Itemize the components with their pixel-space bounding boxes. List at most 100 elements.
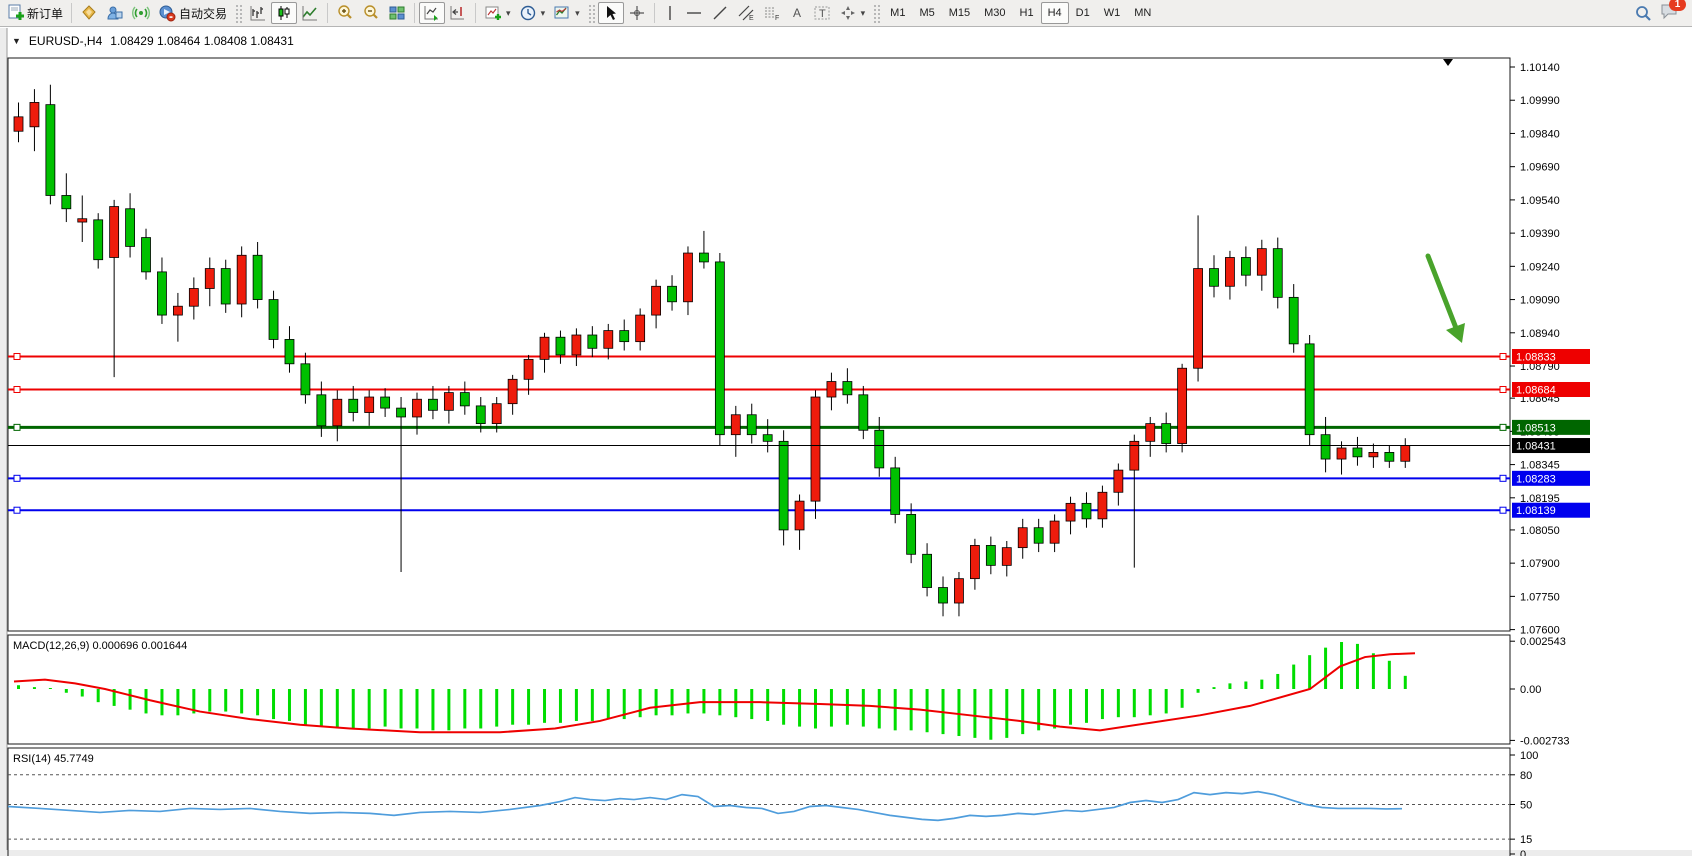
candles (13, 84, 1411, 617)
timeframe-button-d1[interactable]: D1 (1075, 7, 1090, 19)
candlestick-chart-button[interactable] (271, 2, 298, 24)
svg-text:80: 80 (1520, 770, 1532, 782)
periods-caret-icon[interactable]: ▾ (540, 7, 546, 18)
autotrading-label: 自动交易 (179, 6, 228, 21)
label-tool-button[interactable]: T (809, 2, 835, 24)
svg-text:50: 50 (1520, 800, 1532, 812)
notifications-button[interactable]: 1 (1660, 0, 1686, 25)
auto-scroll-icon (424, 6, 439, 21)
autotrading-button[interactable]: 自动交易 (154, 2, 231, 24)
tile-windows-button[interactable] (384, 2, 410, 24)
templates-caret-icon[interactable]: ▾ (575, 7, 580, 18)
window-frame (0, 28, 1692, 856)
hline-1.08513[interactable] (8, 423, 1510, 431)
svg-text:1.08195: 1.08195 (1520, 493, 1560, 505)
search-icon[interactable] (1634, 4, 1652, 22)
market-button[interactable] (102, 2, 128, 24)
periods-button[interactable]: ▾ (515, 2, 550, 24)
timeframe-button-m30[interactable]: M30 (984, 7, 1006, 19)
svg-text:1.09240: 1.09240 (1520, 261, 1560, 273)
svg-text:0: 0 (1520, 849, 1526, 856)
templates-button[interactable]: ▾ (549, 2, 584, 24)
tile-windows-icon (389, 6, 405, 20)
bar-chart-icon (250, 6, 266, 21)
chart-shift-button[interactable] (445, 2, 471, 24)
svg-text:1.08139: 1.08139 (1516, 505, 1556, 517)
text-tool-button[interactable]: A (785, 2, 809, 24)
separator (414, 3, 416, 23)
svg-text:1.08684: 1.08684 (1516, 384, 1556, 396)
bar-chart-button[interactable] (245, 2, 271, 24)
indicators-icon (485, 6, 502, 20)
zoom-out-button[interactable] (358, 2, 384, 24)
rsi-panel: RSI(14) 45.7749 100 80 50 15 0 (7, 750, 1538, 856)
timeframe-button-h1[interactable]: H1 (1019, 7, 1034, 19)
chart-symbol-period: EURUSD-,H4 (28, 34, 103, 48)
trendline-tool-button[interactable] (707, 2, 733, 24)
arrows-tool-button[interactable]: ▾ (835, 2, 870, 24)
svg-text:1.09540: 1.09540 (1520, 195, 1560, 207)
trend-arrow-annotation[interactable] (1425, 253, 1465, 343)
fibonacci-tool-button[interactable]: F (759, 2, 785, 24)
timeframe-button-m1[interactable]: M1 (890, 7, 906, 19)
zoom-in-button[interactable] (332, 2, 358, 24)
hline-1.08833[interactable] (8, 352, 1510, 360)
new-order-label: 新订单 (27, 6, 64, 21)
hline-1.08139[interactable] (8, 506, 1510, 514)
svg-text:1.07750: 1.07750 (1520, 591, 1560, 603)
hline-1.08684[interactable] (8, 385, 1510, 393)
toolbar-grip[interactable] (586, 3, 595, 23)
timeframe-button-m15[interactable]: M15 (948, 7, 971, 19)
svg-text:0.002543: 0.002543 (1520, 636, 1566, 648)
horizontal-line-tool-button[interactable] (681, 2, 707, 24)
chart-title: ▼ EURUSD-,H4 1.08429 1.08464 1.08408 1.0… (12, 34, 294, 48)
hline-1.08283[interactable] (8, 474, 1510, 482)
timeframe-button-m5[interactable]: M5 (919, 7, 935, 19)
signals-button[interactable] (128, 2, 154, 24)
line-chart-button[interactable] (297, 2, 323, 24)
svg-text:1.10140: 1.10140 (1520, 62, 1560, 74)
svg-text:1.08833: 1.08833 (1516, 351, 1556, 363)
svg-text:1.08345: 1.08345 (1520, 460, 1560, 472)
rsi-label: RSI(14) 45.7749 (13, 753, 94, 765)
zoom-out-icon (364, 5, 378, 19)
toolbar-grip[interactable] (234, 3, 243, 23)
cursor-icon (606, 6, 616, 20)
chart-menu-icon[interactable]: ▼ (12, 36, 21, 46)
channel-tool-button[interactable]: E (733, 2, 759, 24)
periods-clock-icon (520, 5, 535, 21)
auto-scroll-button[interactable] (419, 2, 446, 24)
svg-text:100: 100 (1520, 750, 1538, 762)
line-chart-icon (302, 6, 318, 21)
indicators-button[interactable]: ▾ (480, 2, 515, 24)
new-order-button[interactable]: 新订单 (2, 2, 67, 24)
indicators-caret-icon[interactable]: ▾ (506, 7, 511, 18)
svg-text:1.08940: 1.08940 (1520, 328, 1560, 340)
timeframe-button-mn[interactable]: MN (1134, 7, 1152, 19)
timeframe-button-w1[interactable]: W1 (1103, 7, 1121, 19)
svg-text:-0.002733: -0.002733 (1520, 735, 1570, 747)
separator (327, 3, 329, 23)
metaeditor-icon (82, 5, 96, 20)
svg-text:1.09090: 1.09090 (1520, 295, 1560, 307)
cursor-button[interactable] (597, 2, 624, 24)
text-tool-icon: A (793, 6, 801, 20)
timeframe-button-h4[interactable]: H4 (1040, 2, 1069, 24)
toolbar-grip[interactable] (872, 3, 881, 23)
svg-text:1.08283: 1.08283 (1516, 473, 1556, 485)
vertical-line-tool-button[interactable] (659, 2, 681, 24)
main-toolbar: 新订单 自动交易 (0, 0, 1692, 27)
arrows-caret-icon[interactable]: ▾ (860, 7, 866, 18)
svg-text:1.07600: 1.07600 (1520, 625, 1560, 637)
svg-text:F: F (775, 15, 779, 22)
trendline-icon (713, 6, 727, 20)
svg-text:15: 15 (1520, 834, 1532, 846)
market-icon (107, 6, 123, 20)
chart-ohlc-readout: 1.08429 1.08464 1.08408 1.08431 (110, 34, 294, 48)
svg-text:T: T (819, 8, 826, 20)
chart-shift-marker[interactable] (1443, 59, 1453, 66)
metaeditor-button[interactable] (76, 2, 102, 24)
notification-count-badge: 1 (1669, 0, 1686, 11)
crosshair-button[interactable] (624, 2, 650, 24)
svg-text:0.00: 0.00 (1520, 684, 1541, 696)
